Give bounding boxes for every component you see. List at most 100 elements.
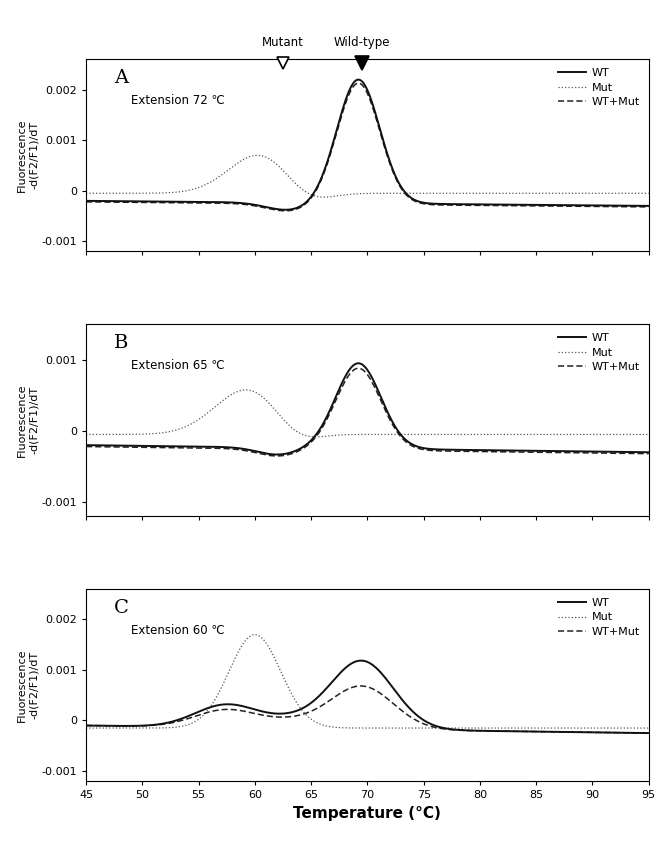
Mut: [508, 188, 516, 199]
Mut: [181, 720, 189, 730]
WT: [645, 728, 653, 738]
WT+Mut: [414, 717, 422, 727]
Line: WT: WT: [86, 661, 649, 733]
WT+Mut: [645, 728, 653, 738]
Mut: [416, 188, 424, 199]
Mut: [416, 430, 424, 440]
Mut: [645, 430, 653, 440]
WT: [508, 200, 516, 210]
WT: [181, 441, 189, 452]
Legend: WT, Mut, WT+Mut: WT, Mut, WT+Mut: [555, 594, 643, 640]
Mut: [645, 188, 653, 199]
Line: WT: WT: [86, 363, 649, 454]
WT: [337, 667, 345, 678]
WT+Mut: [645, 202, 653, 212]
WT: [181, 712, 189, 722]
Mut: [338, 722, 346, 733]
WT: [416, 442, 424, 453]
WT+Mut: [273, 451, 281, 461]
WT+Mut: [82, 197, 90, 207]
Legend: WT, Mut, WT+Mut: WT, Mut, WT+Mut: [555, 330, 643, 375]
Mut: [481, 723, 489, 734]
Y-axis label: Fluorescence
-d(F2/F1)/dT: Fluorescence -d(F2/F1)/dT: [17, 119, 38, 192]
WT+Mut: [459, 200, 467, 211]
WT+Mut: [506, 726, 514, 736]
Text: Extension 65 ℃: Extension 65 ℃: [131, 359, 224, 372]
WT+Mut: [281, 205, 289, 216]
Text: B: B: [115, 334, 128, 351]
WT+Mut: [338, 383, 346, 393]
Mut: [227, 390, 235, 400]
WT+Mut: [181, 442, 189, 453]
Line: WT+Mut: WT+Mut: [86, 686, 649, 733]
Mut: [227, 662, 235, 672]
Mut: [181, 186, 189, 196]
Text: Wild-type: Wild-type: [334, 36, 390, 49]
Text: Mutant: Mutant: [262, 36, 304, 49]
Line: WT+Mut: WT+Mut: [86, 83, 649, 211]
WT: [508, 446, 516, 456]
WT+Mut: [181, 714, 189, 724]
Mut: [82, 188, 90, 199]
WT+Mut: [355, 363, 363, 374]
Mut: [338, 190, 346, 200]
WT: [82, 440, 90, 450]
Mut: [645, 723, 653, 734]
Mut: [459, 723, 467, 734]
WT+Mut: [338, 110, 346, 121]
WT+Mut: [227, 705, 235, 715]
Text: Extension 60 ℃: Extension 60 ℃: [131, 624, 224, 637]
Mut: [459, 188, 467, 199]
WT: [338, 379, 346, 389]
Text: Extension 72 ℃: Extension 72 ℃: [131, 94, 225, 107]
WT+Mut: [227, 444, 235, 454]
Mut: [253, 150, 261, 160]
WT+Mut: [459, 725, 467, 735]
Mut: [251, 629, 259, 639]
WT+Mut: [181, 198, 189, 208]
Mut: [242, 385, 250, 395]
WT: [355, 75, 363, 85]
WT: [227, 700, 235, 710]
WT: [355, 358, 363, 368]
Y-axis label: Fluorescence
-d(F2/F1)/dT: Fluorescence -d(F2/F1)/dT: [17, 649, 38, 722]
WT+Mut: [508, 447, 516, 457]
WT+Mut: [227, 199, 235, 209]
WT: [338, 108, 346, 118]
Line: WT+Mut: WT+Mut: [86, 368, 649, 456]
Mut: [320, 192, 328, 202]
WT+Mut: [82, 441, 90, 452]
WT+Mut: [82, 721, 90, 731]
WT+Mut: [508, 200, 516, 211]
WT: [273, 449, 281, 459]
WT: [181, 197, 189, 207]
Line: Mut: Mut: [86, 155, 649, 197]
WT: [227, 197, 235, 207]
Mut: [508, 430, 516, 440]
Text: C: C: [115, 599, 129, 616]
Line: Mut: Mut: [86, 634, 649, 728]
Mut: [227, 163, 235, 173]
WT: [645, 201, 653, 211]
WT+Mut: [459, 447, 467, 457]
WT+Mut: [355, 78, 363, 88]
WT: [459, 445, 467, 455]
WT+Mut: [416, 444, 424, 454]
Mut: [414, 723, 422, 734]
X-axis label: Temperature (°C): Temperature (°C): [293, 806, 442, 821]
WT: [414, 711, 422, 722]
Mut: [181, 422, 189, 432]
WT: [459, 725, 467, 735]
Legend: WT, Mut, WT+Mut: WT, Mut, WT+Mut: [555, 65, 643, 110]
WT: [506, 726, 514, 736]
Y-axis label: Fluorescence
-d(F2/F1)/dT: Fluorescence -d(F2/F1)/dT: [17, 384, 38, 457]
Mut: [508, 723, 516, 734]
WT+Mut: [645, 448, 653, 458]
Mut: [312, 432, 320, 442]
Mut: [338, 430, 346, 440]
WT: [82, 721, 90, 731]
WT: [459, 200, 467, 210]
WT: [82, 196, 90, 206]
WT+Mut: [337, 688, 345, 698]
WT: [281, 205, 289, 215]
